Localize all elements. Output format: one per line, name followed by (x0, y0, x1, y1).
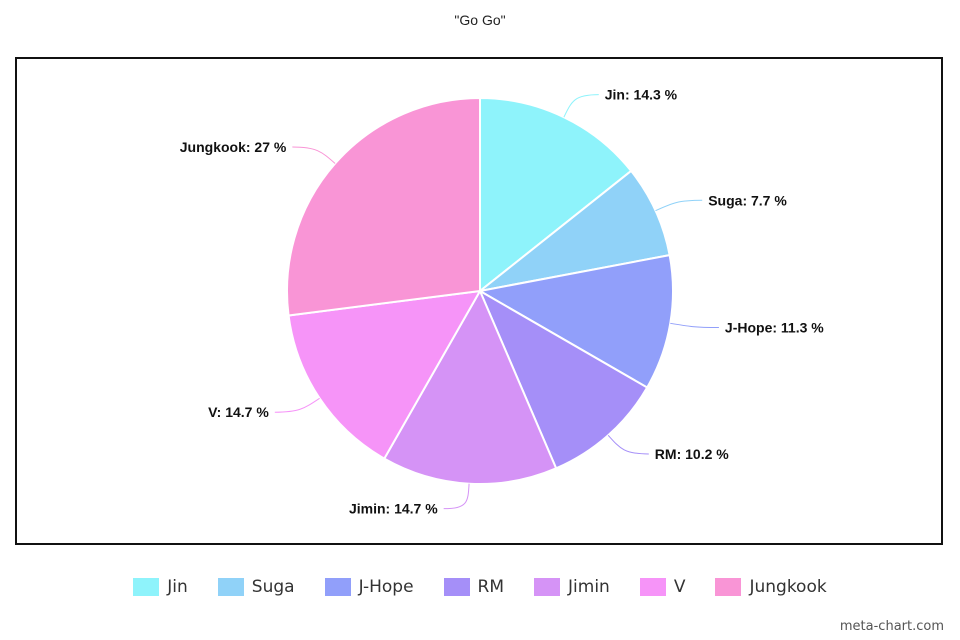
legend-item-j-hope[interactable]: J-Hope (324, 577, 414, 597)
data-label-v: V: 14.7 % (208, 404, 269, 420)
pie-slice-jungkook[interactable] (286, 96, 481, 317)
connector-j-hope (670, 322, 719, 329)
watermark: meta-chart.com (839, 619, 944, 634)
data-label-rm: RM: 10.2 % (655, 446, 729, 462)
legend-label: Jimin (568, 577, 610, 597)
legend-label: Jungkook (749, 577, 827, 597)
legend-label: Jin (167, 577, 188, 597)
legend-label: RM (477, 577, 505, 597)
data-label-jin: Jin: 14.3 % (605, 87, 678, 103)
chart-legend: Jin Suga J-Hope RM Jimin V Jungkook (0, 577, 960, 597)
legend-swatch (715, 578, 742, 596)
data-label-j-hope: J-Hope: 11.3 % (725, 320, 824, 336)
legend-swatch (443, 578, 470, 596)
legend-item-jungkook[interactable]: Jungkook (715, 577, 827, 597)
pie-slices (286, 96, 674, 485)
connector-jin (563, 94, 599, 118)
connector-jungkook (292, 146, 336, 164)
legend-swatch (324, 578, 351, 596)
legend-item-v[interactable]: V (639, 577, 686, 597)
data-label-jimin: Jimin: 14.7 % (349, 501, 438, 517)
pie-slice-suga[interactable] (479, 169, 671, 292)
chart-title: "Go Go" (454, 12, 506, 28)
legend-swatch (639, 578, 666, 596)
legend-label: Suga (251, 577, 295, 597)
legend-label: J-Hope (358, 577, 414, 597)
data-label-jungkook: Jungkook: 27 % (180, 139, 287, 155)
connector-suga (655, 199, 703, 212)
legend-swatch (534, 578, 561, 596)
pie-slice-rm[interactable] (477, 288, 649, 470)
legend-swatch (217, 578, 244, 596)
plot-frame (15, 57, 943, 545)
legend-label: V (673, 577, 686, 597)
legend-item-suga[interactable]: Suga (217, 577, 295, 597)
pie-slice-j-hope[interactable] (477, 253, 674, 389)
data-label-suga: Suga: 7.7 % (708, 192, 787, 208)
connector-v (274, 397, 320, 413)
legend-item-jin[interactable]: Jin (133, 577, 188, 597)
legend-item-jimin[interactable]: Jimin (534, 577, 610, 597)
legend-swatch (133, 578, 160, 596)
pie-slice-jin[interactable] (479, 96, 633, 294)
connector-rm (607, 434, 649, 455)
connector-jimin (443, 483, 470, 510)
slice-labels: Jin: 14.3 % Suga: 7.7 % J-Hope: 11.3 % RM: … (180, 87, 825, 517)
legend-item-rm[interactable]: RM (443, 577, 505, 597)
label-connectors (274, 94, 719, 510)
